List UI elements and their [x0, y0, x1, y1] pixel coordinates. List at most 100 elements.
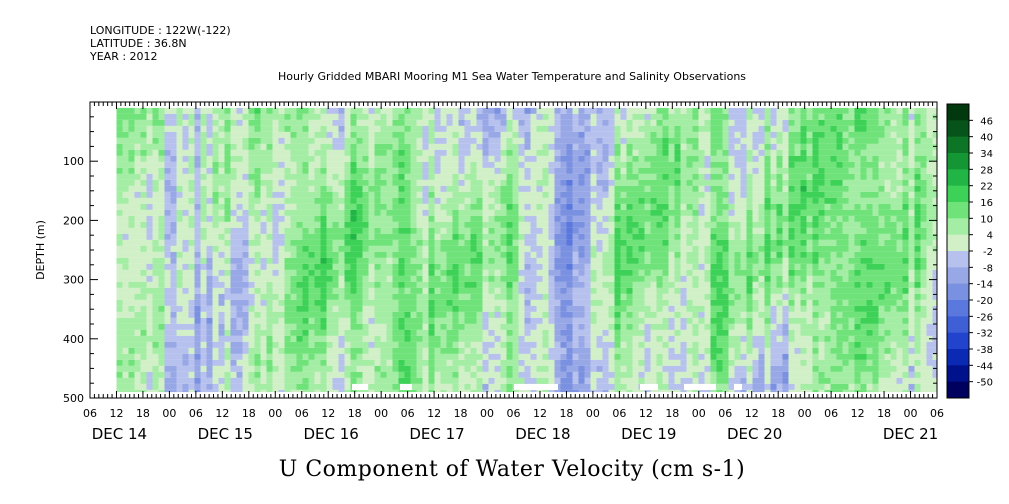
heatmap-cell — [470, 107, 477, 114]
heatmap-cell — [278, 197, 285, 204]
heatmap-cell — [596, 329, 603, 336]
heatmap-cell — [116, 239, 123, 246]
heatmap-cell — [548, 269, 555, 276]
heatmap-cell — [164, 341, 171, 348]
heatmap-cell — [626, 251, 633, 258]
heatmap-cell — [686, 257, 693, 264]
heatmap-cell — [284, 377, 291, 384]
heatmap-cell — [548, 215, 555, 222]
heatmap-cell — [116, 293, 123, 300]
heatmap-cell — [146, 377, 153, 384]
heatmap-cell — [560, 275, 567, 282]
heatmap-cell — [254, 287, 261, 294]
heatmap-cell — [680, 323, 687, 330]
heatmap-cell — [566, 179, 573, 186]
heatmap-cell — [722, 113, 729, 120]
heatmap-cell — [176, 371, 183, 378]
heatmap-cell — [710, 167, 717, 174]
heatmap-cell — [464, 263, 471, 270]
heatmap-cell — [212, 227, 219, 234]
heatmap-cell — [242, 287, 249, 294]
heatmap-cell — [416, 125, 423, 132]
heatmap-cell — [698, 119, 705, 126]
heatmap-cell — [392, 161, 399, 168]
heatmap-cell — [218, 131, 225, 138]
heatmap-cell — [332, 347, 339, 354]
heatmap-cell — [722, 239, 729, 246]
heatmap-cell — [602, 131, 609, 138]
heatmap-cell — [194, 305, 201, 312]
heatmap-cell — [194, 161, 201, 168]
heatmap-cell — [140, 167, 147, 174]
heatmap-cell — [344, 131, 351, 138]
heatmap-cell — [692, 179, 699, 186]
heatmap-cell — [728, 185, 735, 192]
heatmap-cell — [146, 179, 153, 186]
heatmap-cell — [320, 389, 327, 393]
heatmap-cell — [266, 311, 273, 318]
heatmap-cell — [506, 191, 513, 198]
heatmap-cell — [260, 251, 267, 258]
heatmap-cell — [434, 377, 441, 384]
heatmap-cell — [386, 161, 393, 168]
heatmap-cell — [710, 299, 717, 306]
heatmap-cell — [254, 293, 261, 300]
heatmap-cell — [704, 197, 711, 204]
heatmap-cell — [500, 311, 507, 318]
heatmap-cell — [464, 275, 471, 282]
heatmap-cell — [404, 239, 411, 246]
heatmap-cell — [584, 311, 591, 318]
heatmap-cell — [152, 251, 159, 258]
heatmap-cell — [698, 299, 705, 306]
heatmap-cell — [632, 299, 639, 306]
heatmap-cell — [710, 305, 717, 312]
heatmap-cell — [152, 371, 159, 378]
heatmap-cell — [716, 299, 723, 306]
heatmap-cell — [452, 353, 459, 360]
heatmap-cell — [308, 377, 315, 384]
heatmap-cell — [224, 221, 231, 228]
heatmap-cell — [416, 191, 423, 198]
heatmap-cell — [146, 227, 153, 234]
heatmap-cell — [242, 239, 249, 246]
heatmap-cell — [392, 275, 399, 282]
heatmap-cell — [356, 137, 363, 144]
heatmap-cell — [512, 305, 519, 312]
heatmap-cell — [218, 161, 225, 168]
heatmap-cell — [494, 185, 501, 192]
heatmap-cell — [254, 317, 261, 324]
heatmap-cell — [620, 227, 627, 234]
heatmap-cell — [188, 107, 195, 114]
heatmap-cell — [722, 281, 729, 288]
heatmap-cell — [488, 257, 495, 264]
heatmap-cell — [548, 227, 555, 234]
heatmap-cell — [434, 143, 441, 150]
heatmap-cell — [464, 329, 471, 336]
heatmap-cell — [488, 389, 495, 393]
heatmap-cell — [722, 227, 729, 234]
heatmap-cell — [374, 353, 381, 360]
heatmap-cell — [458, 245, 465, 252]
heatmap-cell — [392, 377, 399, 384]
heatmap-cell — [524, 353, 531, 360]
heatmap-cell — [182, 341, 189, 348]
heatmap-cell — [344, 119, 351, 126]
heatmap-cell — [578, 389, 585, 393]
heatmap-cell — [404, 329, 411, 336]
heatmap-cell — [206, 389, 213, 393]
heatmap-cell — [716, 107, 723, 114]
heatmap-cell — [248, 353, 255, 360]
heatmap-cell — [620, 215, 627, 222]
heatmap-cell — [320, 353, 327, 360]
heatmap-cell — [494, 161, 501, 168]
heatmap-cell — [410, 119, 417, 126]
heatmap-cell — [392, 263, 399, 270]
heatmap-cell — [698, 203, 705, 210]
heatmap-cell — [314, 167, 321, 174]
heatmap-cell — [578, 143, 585, 150]
heatmap-cell — [662, 359, 669, 366]
heatmap-cell — [260, 281, 267, 288]
heatmap-cell — [698, 329, 705, 336]
heatmap-cell — [278, 203, 285, 210]
heatmap-cell — [524, 191, 531, 198]
